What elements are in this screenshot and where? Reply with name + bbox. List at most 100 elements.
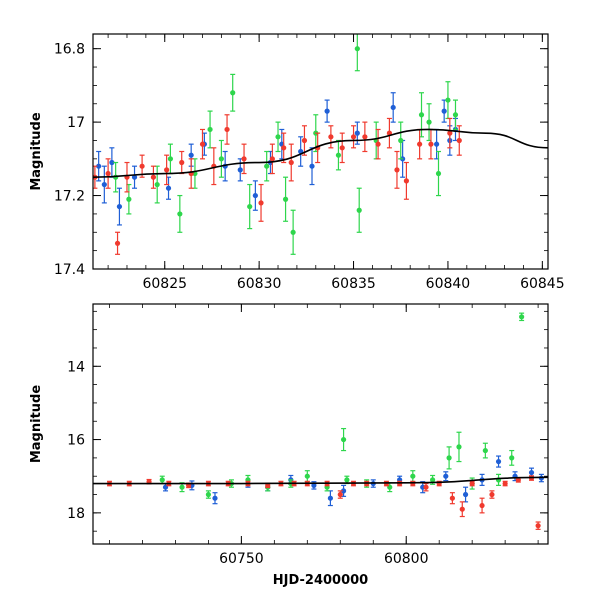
data-point: [535, 523, 541, 529]
data-point: [502, 480, 508, 487]
data-point: [177, 211, 183, 217]
data-point: [356, 207, 362, 213]
data-point: [275, 134, 281, 140]
data-point: [430, 477, 436, 483]
y-tick-label: 17.4: [54, 262, 85, 278]
data-point: [469, 480, 475, 487]
x-tick-label: 60800: [384, 551, 429, 567]
data-point: [282, 196, 289, 202]
plot-area: [93, 312, 548, 530]
data-point: [519, 314, 525, 320]
y-tick-label: 17.2: [54, 189, 85, 205]
data-point: [281, 145, 287, 151]
data-point: [479, 502, 485, 509]
data-point: [301, 137, 308, 144]
data-point: [101, 181, 107, 188]
plot-frame: [92, 303, 549, 545]
data-point: [241, 156, 247, 162]
data-point: [154, 181, 160, 188]
data-point: [288, 159, 294, 166]
data-point: [417, 141, 423, 147]
model-curve: [93, 128, 548, 179]
data-point: [114, 240, 121, 246]
data-point: [164, 167, 170, 173]
y-tick-label: 17: [67, 115, 85, 131]
data-point: [447, 130, 453, 136]
data-point: [258, 200, 264, 206]
data-point: [327, 495, 333, 501]
data-point: [205, 491, 211, 498]
data-point: [456, 444, 462, 450]
data-point: [188, 152, 194, 158]
y-tick-label: 14: [67, 359, 85, 375]
data-point: [252, 192, 258, 199]
x-tick-label: 60825: [142, 276, 187, 292]
data-point: [96, 163, 102, 169]
data-point: [462, 491, 469, 498]
y-tick-label: 16: [67, 433, 85, 449]
data-point: [109, 159, 115, 166]
data-point: [131, 174, 138, 180]
data-series-1: [96, 92, 459, 226]
data-point: [207, 126, 213, 133]
data-point: [426, 119, 432, 125]
data-point: [230, 90, 236, 96]
data-point: [435, 170, 442, 177]
data-point: [394, 167, 400, 173]
data-point: [339, 145, 345, 151]
y-tick-label: 18: [67, 506, 85, 522]
data-point: [509, 455, 515, 461]
data-point: [446, 455, 452, 461]
y-axis-label: Magnitude: [29, 112, 44, 191]
data-point: [390, 104, 396, 111]
data-point: [495, 458, 502, 465]
data-point: [350, 134, 357, 140]
data-point: [328, 134, 334, 140]
data-point: [434, 141, 440, 147]
data-point: [443, 473, 449, 479]
plot-frame: [92, 33, 549, 270]
data-point: [410, 473, 416, 479]
data-series-2: [159, 312, 525, 499]
data-point: [116, 203, 123, 210]
data-point: [441, 108, 447, 114]
data-point: [309, 163, 315, 169]
data-point: [423, 484, 429, 490]
data-point: [179, 484, 185, 490]
data-point: [247, 203, 253, 210]
x-tick-label: 60845: [520, 276, 565, 292]
x-tick-label: 60830: [237, 276, 282, 292]
data-point: [224, 126, 230, 133]
data-point: [449, 495, 455, 501]
data-point: [375, 141, 381, 147]
plot-area: [93, 34, 548, 255]
data-point: [290, 229, 296, 235]
data-series-2: [113, 34, 459, 255]
x-tick-label: 60750: [219, 551, 264, 567]
data-point: [167, 156, 174, 162]
data-point: [362, 134, 368, 140]
data-point: [459, 506, 465, 512]
data-point: [264, 163, 270, 169]
data-point: [344, 477, 350, 483]
data-point: [418, 112, 425, 118]
data-point: [337, 491, 343, 498]
data-point: [335, 152, 342, 158]
data-point: [340, 436, 347, 443]
x-tick-label: 60840: [426, 276, 471, 292]
data-point: [159, 477, 165, 483]
data-point: [482, 447, 488, 454]
data-point: [139, 163, 145, 169]
top-panel-recent-light-curve: 60825 60830 60835 60840 60845 16.8 17 17.2 17.4 M…: [29, 33, 565, 292]
data-point: [126, 196, 132, 202]
data-point: [324, 108, 330, 114]
data-point: [340, 488, 347, 494]
data-point: [528, 469, 535, 476]
data-point: [212, 495, 218, 501]
data-point: [354, 130, 360, 136]
bottom-panel-full-light-curve: 60750 60800 14 16 18 Magnitude HJD-2400000: [29, 303, 549, 588]
data-point: [218, 156, 224, 162]
data-point: [311, 482, 317, 488]
data-point: [105, 170, 111, 177]
